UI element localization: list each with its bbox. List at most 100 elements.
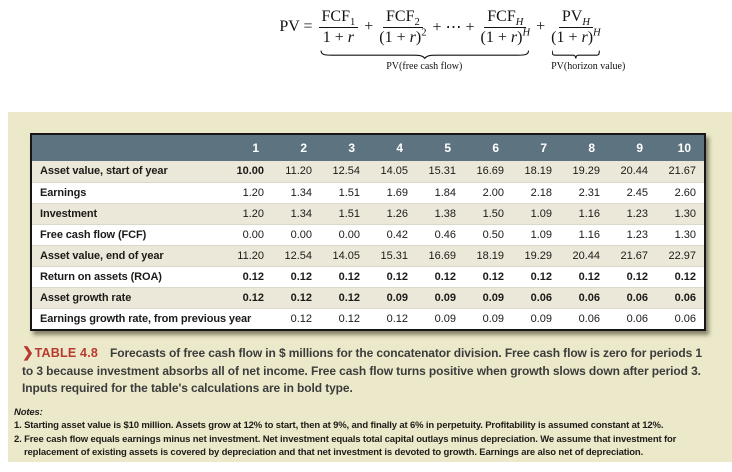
content-panel: 1 2 3 4 5 6 7 8 9 10 Asset value, start of year 10… xyxy=(8,112,732,462)
cell-value: 12.54 xyxy=(284,249,312,262)
cell-value: 0.12 xyxy=(626,270,648,283)
cell-value: 0.00 xyxy=(338,228,360,241)
cell-value: 0.12 xyxy=(578,270,600,283)
fraction-fcf1: FCF1 1 + r xyxy=(318,8,359,47)
cell-value: 0.50 xyxy=(482,228,504,241)
cell-value: 1.51 xyxy=(338,207,360,220)
underbrace-icon xyxy=(552,50,600,59)
cell-value: 20.44 xyxy=(572,249,600,262)
table-row: Investment 1.20 1.34 1.51 1.26 1.38 1.50 1.09 1.… xyxy=(32,203,704,224)
cell-value: 0.12 xyxy=(386,312,408,325)
caption-label: TABLE 4.8 xyxy=(34,346,99,360)
cell-value: 2.45 xyxy=(626,186,648,199)
cell-value: 0.00 xyxy=(242,228,264,241)
table-4-8: 1 2 3 4 5 6 7 8 9 10 Asset value, start of year 10… xyxy=(30,133,706,331)
column-header: 9 xyxy=(608,135,656,161)
cell-value: 1.34 xyxy=(290,207,312,220)
cell-value: 1.16 xyxy=(578,228,600,241)
cell-value: 0.12 xyxy=(290,291,312,304)
table-row: Earnings growth rate, from previous year… xyxy=(32,308,704,329)
cell-value: 0.12 xyxy=(674,270,696,283)
note-item: 2. Free cash flow equals earnings minus … xyxy=(14,433,677,458)
cell-value: 0.12 xyxy=(290,312,312,325)
column-header: 2 xyxy=(272,135,320,161)
cell-value: 19.29 xyxy=(572,165,600,178)
table-caption: ❯TABLE 4.8 Forecasts of free cash flow in… xyxy=(22,342,710,398)
cell-value: 0.06 xyxy=(578,291,600,304)
cell-value: 1.69 xyxy=(386,186,408,199)
cell-value: 0.12 xyxy=(242,291,264,304)
cell-value: 1.50 xyxy=(482,207,504,220)
cell-value: 0.09 xyxy=(434,312,456,325)
row-label: Asset value, end of year xyxy=(40,249,164,262)
cell-value: 15.31 xyxy=(380,249,408,262)
cell-value: 2.18 xyxy=(530,186,552,199)
cell-value: 0.00 xyxy=(290,228,312,241)
cell-value: 0.12 xyxy=(338,312,360,325)
cell-value: 21.67 xyxy=(620,249,648,262)
corner-cell xyxy=(32,135,224,161)
cell-value: 12.54 xyxy=(332,165,360,178)
row-label: Earnings xyxy=(40,186,87,199)
fraction-fcf2: FCF2 (1 + r)2 xyxy=(379,8,427,46)
table-row: Asset value, start of year 10.00 11.20 12.5… xyxy=(32,161,704,182)
fraction-fcfH: FCFH (1 + r)H xyxy=(480,8,531,46)
plus-operator: + xyxy=(536,18,546,36)
cell-value: 0.12 xyxy=(386,270,408,283)
cell-value: 0.12 xyxy=(338,291,360,304)
cell-value: 14.05 xyxy=(380,165,408,178)
cell-value: 1.26 xyxy=(386,207,408,220)
row-label: Asset value, start of year xyxy=(40,165,168,178)
cell-value: 0.09 xyxy=(434,291,456,304)
table-row: Earnings 1.20 1.34 1.51 1.69 1.84 2.00 2.18 2.31… xyxy=(32,182,704,203)
column-header: 7 xyxy=(512,135,560,161)
cell-value: 1.23 xyxy=(626,228,648,241)
formula-area: PV = FCF1 1 + r + FCF2 (1 + r)2 + ⋯ + FC… xyxy=(0,8,732,77)
cell-value: 0.46 xyxy=(434,228,456,241)
cell-value: 0.06 xyxy=(626,291,648,304)
cell-value: 18.19 xyxy=(524,165,552,178)
cell-value: 15.31 xyxy=(428,165,456,178)
fraction-pvH: PVH (1 + r)H xyxy=(551,8,601,46)
cell-value: 2.31 xyxy=(578,186,600,199)
cell-value: 1.84 xyxy=(434,186,456,199)
row-label: Free cash flow (FCF) xyxy=(40,228,147,241)
plus-operator: + xyxy=(364,18,374,36)
notes-title: Notes: xyxy=(14,406,43,418)
cell-value: 14.05 xyxy=(332,249,360,262)
cell-value: 0.09 xyxy=(482,291,504,304)
cell-value: 19.29 xyxy=(524,249,552,262)
cell-value: 0.06 xyxy=(674,312,696,325)
cell-value: 0.09 xyxy=(530,312,552,325)
cell-value: 21.67 xyxy=(668,165,696,178)
cell-value: 16.69 xyxy=(476,165,504,178)
table-row: Asset growth rate 0.12 0.12 0.12 0.09 0.09 0.0… xyxy=(32,287,704,308)
formula-lhs: PV = xyxy=(279,18,313,36)
cell-value: 1.20 xyxy=(242,207,264,220)
row-label: Earnings growth rate, from previous year xyxy=(40,312,252,325)
column-header: 8 xyxy=(560,135,608,161)
cell-value: 20.44 xyxy=(620,165,648,178)
table-row: Return on assets (ROA) 0.12 0.12 0.12 0.12 0.… xyxy=(32,266,704,287)
caption-text: Forecasts of free cash flow in $ million… xyxy=(22,346,702,396)
column-header: 3 xyxy=(320,135,368,161)
cell-value: 0.06 xyxy=(626,312,648,325)
cell-value: 0.12 xyxy=(338,270,360,283)
forecast-table: 1 2 3 4 5 6 7 8 9 10 Asset value, start of year 10… xyxy=(32,135,704,329)
notes-list: 1. Starting asset value is $10 million. … xyxy=(14,419,708,459)
caption-marker-icon: ❯ xyxy=(22,344,34,360)
cell-value: 1.09 xyxy=(530,207,552,220)
cell-value: 10.00 xyxy=(236,165,264,178)
row-label: Investment xyxy=(40,207,98,220)
cell-value: 0.09 xyxy=(482,312,504,325)
cell-value: 2.60 xyxy=(674,186,696,199)
cell-value: 11.20 xyxy=(237,249,264,262)
brace-label-horizon-value: PV(horizon value) xyxy=(551,60,626,72)
cell-value: 0.06 xyxy=(674,291,696,304)
cell-value: 0.12 xyxy=(242,270,264,283)
cell-value: 1.23 xyxy=(626,207,648,220)
cell-value: 1.30 xyxy=(674,207,696,220)
ellipsis-operator: + ⋯ + xyxy=(432,19,475,37)
column-header: 10 xyxy=(656,135,704,161)
cell-value: 11.20 xyxy=(285,165,312,178)
